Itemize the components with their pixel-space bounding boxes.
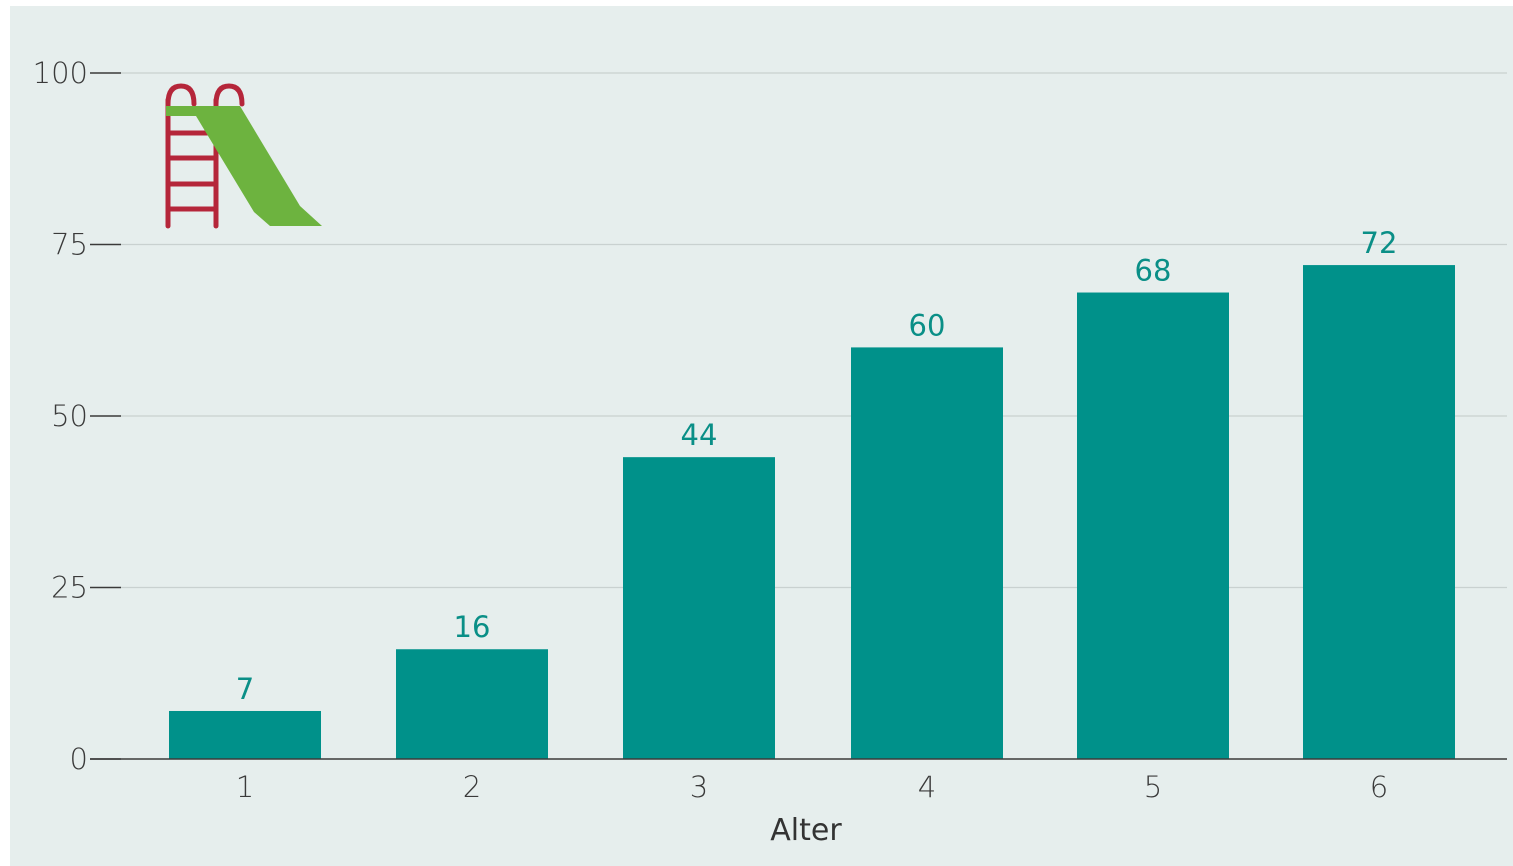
x-tick-label: 4 <box>918 770 936 804</box>
x-tick-label: 3 <box>690 770 708 804</box>
value-label: 68 <box>1135 254 1172 288</box>
bar <box>1303 265 1455 759</box>
bar <box>623 457 775 759</box>
y-tick-label: 0 <box>70 742 88 776</box>
bars <box>169 265 1455 759</box>
x-axis-title: Alter <box>770 813 842 848</box>
y-axis-ticks: 0 25 50 75 100 <box>33 56 121 776</box>
x-tick-label: 1 <box>236 770 254 804</box>
y-tick-label: 75 <box>51 228 88 262</box>
y-tick-label: 100 <box>33 56 88 90</box>
bar <box>396 649 548 759</box>
playground-slide-icon <box>166 86 322 226</box>
bar <box>169 711 321 759</box>
value-label: 16 <box>454 610 491 644</box>
gridlines <box>120 73 1507 588</box>
y-tick-label: 50 <box>51 399 88 433</box>
x-tick-label: 2 <box>463 770 481 804</box>
value-label: 60 <box>909 308 946 342</box>
value-label: 44 <box>681 418 718 452</box>
x-axis-ticks: 1 2 3 4 5 6 <box>236 770 1388 804</box>
value-label: 72 <box>1361 226 1398 260</box>
x-tick-label: 5 <box>1144 770 1162 804</box>
bar <box>851 347 1003 759</box>
bar <box>1077 293 1229 759</box>
y-tick-label: 25 <box>51 571 88 605</box>
value-label: 7 <box>236 672 254 706</box>
x-tick-label: 6 <box>1370 770 1388 804</box>
